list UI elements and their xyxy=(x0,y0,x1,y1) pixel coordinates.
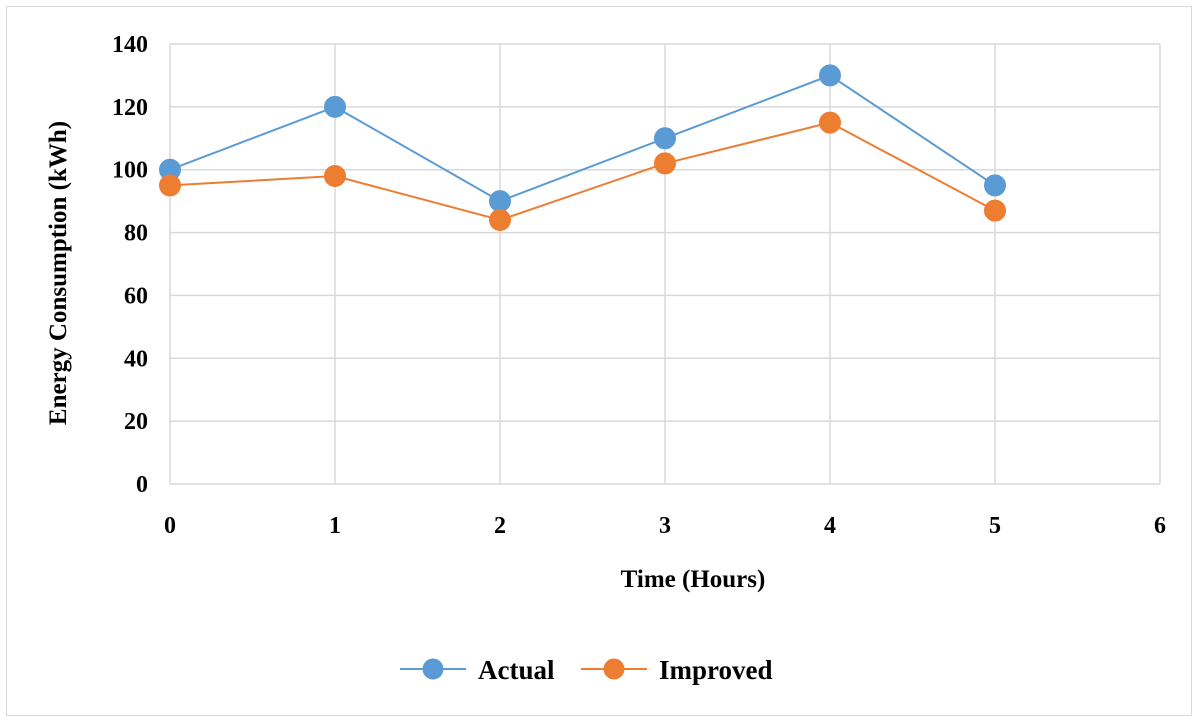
x-tick-label: 5 xyxy=(989,513,1001,539)
data-point xyxy=(819,111,841,134)
legend-marker xyxy=(603,658,625,680)
data-point xyxy=(324,165,346,187)
y-tick-label: 100 xyxy=(112,158,148,184)
data-point xyxy=(159,174,181,197)
y-tick-label: 20 xyxy=(124,409,148,435)
x-tick-label: 6 xyxy=(1154,513,1166,539)
y-tick-label: 60 xyxy=(124,283,148,309)
x-tick-label: 4 xyxy=(824,513,836,539)
legend-item-actual: Actual xyxy=(400,655,555,685)
y-tick-label: 140 xyxy=(112,32,148,58)
x-tick-label: 3 xyxy=(659,513,671,539)
data-point xyxy=(819,64,841,87)
series-line xyxy=(169,74,996,203)
data-point xyxy=(324,95,346,118)
x-tick-labels: 0 1 2 3 4 5 6 xyxy=(164,513,1166,539)
legend: Actual Improved xyxy=(400,655,773,685)
data-point xyxy=(654,127,676,150)
legend-label: Improved xyxy=(659,655,773,685)
series-line xyxy=(169,121,996,222)
x-axis-title: Time (Hours) xyxy=(621,566,766,593)
x-tick-label: 2 xyxy=(494,513,506,539)
series-actual xyxy=(159,64,1006,213)
data-point xyxy=(654,152,676,175)
legend-label: Actual xyxy=(478,655,555,685)
x-tick-label: 0 xyxy=(164,513,176,539)
data-point xyxy=(984,199,1006,222)
y-axis-title: Energy Consumption (kWh) xyxy=(45,121,72,425)
series-group xyxy=(159,64,1006,231)
data-point xyxy=(984,174,1006,197)
legend-item-improved: Improved xyxy=(581,655,773,685)
data-point xyxy=(489,209,511,231)
data-point xyxy=(489,190,511,213)
gridlines xyxy=(169,43,1161,485)
y-tick-label: 40 xyxy=(124,346,148,372)
y-tick-labels: 0 20 40 60 80 100 120 140 xyxy=(112,32,148,498)
series-improved xyxy=(159,111,1006,231)
y-tick-label: 120 xyxy=(112,95,148,121)
y-tick-label: 0 xyxy=(136,472,148,498)
y-tick-label: 80 xyxy=(124,221,148,247)
legend-marker xyxy=(422,658,444,680)
x-tick-label: 1 xyxy=(329,513,341,539)
